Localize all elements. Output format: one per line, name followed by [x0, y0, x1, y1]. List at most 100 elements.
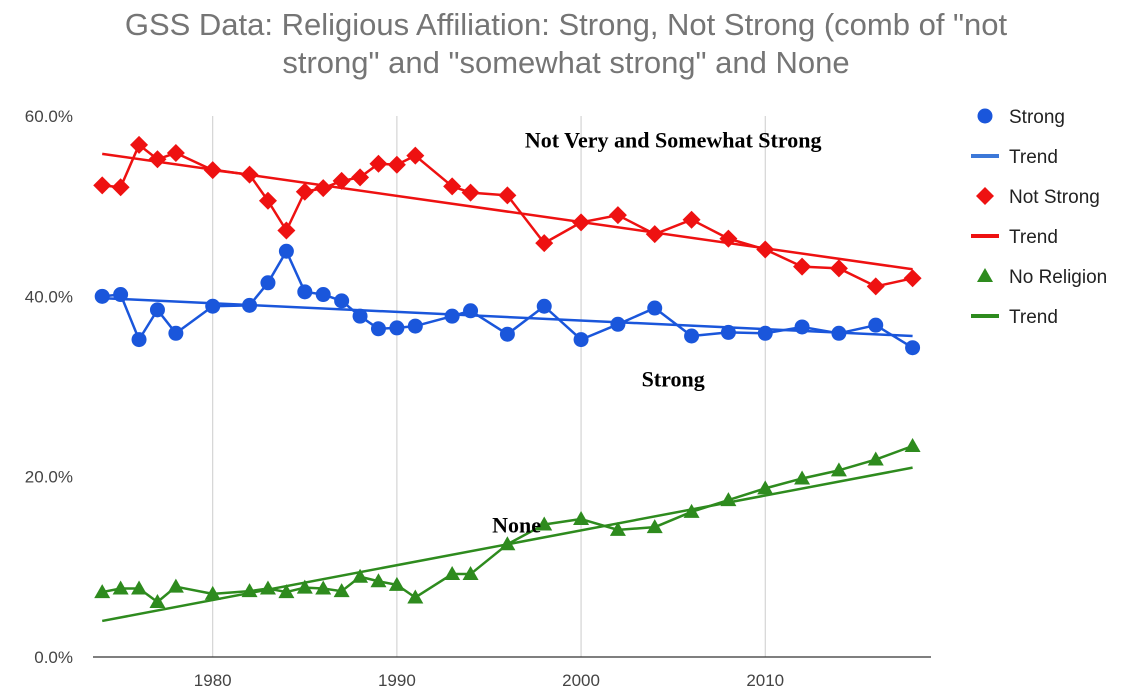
data-point-2-1994	[462, 566, 479, 581]
data-point-1-2004	[645, 225, 664, 244]
data-point-2-1991	[407, 589, 424, 604]
data-point-0-1980	[205, 298, 221, 314]
data-point-1-2000	[572, 213, 591, 232]
data-point-1-1984	[277, 221, 296, 240]
legend-label-2: Not Strong	[1009, 187, 1100, 208]
data-point-0-2008	[720, 324, 736, 340]
data-point-2-1986	[315, 580, 332, 595]
chart-title: GSS Data: Religious Affiliation: Strong,…	[125, 7, 1008, 80]
data-point-1-1985	[295, 182, 314, 201]
chart-title-line-2: strong" and "somewhat strong" and None	[282, 45, 849, 80]
data-point-0-1989	[370, 321, 386, 337]
annotation-0: Not Very and Somewhat Strong	[525, 128, 822, 153]
data-point-0-1976	[131, 332, 147, 348]
data-point-0-1988	[352, 308, 368, 324]
series-line-1	[102, 143, 913, 288]
data-point-2-1996	[499, 536, 516, 551]
data-point-2-2008	[720, 492, 737, 507]
y-tick-label-2: 40.0%	[25, 287, 73, 306]
data-point-1-2002	[608, 206, 627, 225]
annotations: Not Very and Somewhat Strong Strong None	[492, 128, 821, 538]
series-line-2	[101, 444, 914, 604]
data-point-2-1988	[352, 568, 369, 583]
data-point-1-2006	[682, 210, 701, 229]
data-point-0-2012	[794, 319, 810, 335]
data-point-0-1985	[297, 284, 313, 300]
data-point-0-2016	[868, 317, 884, 333]
data-point-0-1993	[444, 308, 460, 324]
data-point-2-1987	[333, 583, 350, 598]
data-point-1-1996	[498, 186, 517, 205]
axes: 1980 1990 2000 2010 0.0% 20.0% 40.0% 60.0%	[25, 107, 931, 690]
data-point-1-1980	[203, 161, 222, 180]
data-point-2-1976	[131, 580, 148, 595]
x-tick-label-1990: 1990	[378, 671, 416, 690]
data-point-0-2004	[647, 300, 663, 316]
data-point-0-2000	[573, 332, 589, 348]
data-point-0-1975	[113, 287, 129, 303]
data-series	[93, 135, 922, 608]
data-point-2-1982	[241, 583, 258, 598]
data-point-2-1975	[112, 580, 129, 595]
data-point-2-2006	[683, 503, 700, 518]
data-point-1-2012	[793, 257, 812, 276]
y-tick-label-3: 60.0%	[25, 107, 73, 126]
annotation-2: None	[492, 513, 541, 538]
data-point-0-1998	[536, 298, 552, 314]
data-point-0-2002	[610, 316, 626, 332]
y-tick-label-0: 0.0%	[34, 648, 73, 667]
data-point-1-1977	[148, 150, 167, 169]
data-point-1-1983	[258, 191, 277, 210]
data-point-1-2016	[866, 277, 885, 296]
data-point-2-2010	[757, 480, 774, 495]
x-tick-label-2010: 2010	[746, 671, 784, 690]
legend-marker-0	[977, 108, 993, 124]
data-point-0-1977	[149, 302, 165, 318]
data-point-0-1978	[168, 325, 184, 341]
data-point-2-1974	[94, 584, 111, 599]
data-point-1-1989	[369, 154, 388, 173]
data-point-0-2010	[757, 325, 773, 341]
data-point-2-1993	[444, 566, 461, 581]
data-point-1-1974	[93, 176, 112, 195]
data-point-2-2000	[573, 511, 590, 526]
data-point-1-1975	[111, 178, 130, 197]
data-point-1-1976	[130, 135, 149, 154]
legend-marker-4	[977, 268, 993, 282]
data-point-0-2018	[905, 340, 921, 356]
data-point-0-2006	[684, 328, 700, 344]
data-point-1-1986	[314, 179, 333, 198]
data-point-0-1987	[334, 293, 350, 309]
legend-marker-2	[976, 187, 994, 205]
data-point-2-1998	[536, 516, 553, 531]
data-point-1-2018	[903, 269, 922, 288]
x-tick-label-2000: 2000	[562, 671, 600, 690]
data-point-1-1988	[351, 168, 370, 187]
data-point-1-2008	[719, 229, 738, 248]
legend-label-4: No Religion	[1009, 267, 1107, 288]
data-point-2-1989	[370, 573, 387, 588]
y-tick-label-1: 20.0%	[25, 468, 73, 487]
gridlines	[212, 116, 766, 657]
data-point-2-2002	[609, 521, 626, 536]
trend-lines	[101, 152, 913, 623]
data-point-2-1985	[296, 579, 313, 594]
data-point-2-1983	[259, 580, 276, 595]
legend-label-0: Strong	[1009, 107, 1065, 128]
data-point-1-1982	[240, 165, 259, 184]
data-point-1-1991	[406, 146, 425, 165]
data-point-2-2016	[867, 451, 884, 466]
annotation-1: Strong	[642, 367, 705, 392]
data-point-0-1991	[407, 318, 423, 334]
data-point-0-1974	[94, 288, 110, 304]
data-point-1-1993	[443, 177, 462, 196]
data-point-2-2012	[794, 470, 811, 485]
data-point-1-1998	[535, 234, 554, 253]
legend-label-3: Trend	[1009, 227, 1058, 248]
data-point-0-1983	[260, 275, 276, 291]
data-point-2-2004	[646, 519, 663, 534]
data-point-0-1990	[389, 320, 405, 336]
data-point-0-2014	[831, 325, 847, 341]
data-point-2-1980	[204, 585, 221, 600]
